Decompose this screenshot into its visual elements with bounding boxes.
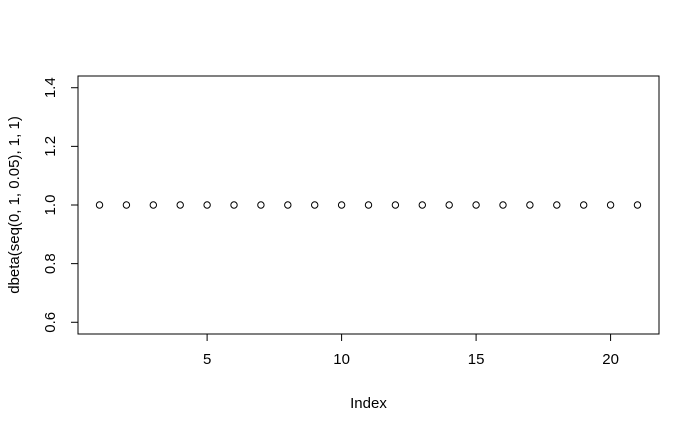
y-axis-label: dbeta(seq(0, 1, 0.05), 1, 1) — [6, 116, 23, 294]
data-point — [445, 201, 453, 209]
x-tick-label: 10 — [333, 351, 350, 368]
data-point — [95, 201, 104, 209]
data-point — [176, 201, 184, 209]
data-point — [284, 201, 292, 209]
data-point — [606, 201, 615, 209]
data-point — [257, 201, 265, 209]
data-point — [553, 201, 561, 209]
y-tick-label: 1.2 — [42, 136, 59, 157]
data-point — [337, 201, 346, 209]
data-point — [579, 201, 588, 209]
y-axis: 0.6 0.8 1.0 1.2 1.4 — [42, 77, 79, 333]
data-point — [391, 201, 400, 209]
data-point — [526, 201, 534, 209]
data-points — [95, 201, 642, 209]
x-tick-label: 5 — [203, 351, 211, 368]
data-point — [633, 201, 642, 209]
x-tick-label: 15 — [468, 351, 485, 368]
y-tick-label: 0.6 — [42, 312, 59, 333]
x-tick-label: 20 — [602, 351, 619, 368]
x-axis: 5 10 15 20 — [203, 333, 619, 368]
data-point — [230, 201, 238, 209]
data-point — [122, 201, 131, 209]
x-axis-label: Index — [350, 395, 387, 412]
data-point — [364, 201, 373, 209]
y-tick-label: 0.8 — [42, 253, 59, 274]
data-point — [472, 201, 480, 209]
y-tick-label: 1.4 — [42, 77, 59, 98]
y-tick-label: 1.0 — [42, 195, 59, 216]
data-point — [203, 201, 211, 209]
data-point — [418, 201, 426, 209]
data-point — [499, 201, 507, 209]
data-point — [149, 201, 158, 209]
data-point — [311, 201, 319, 209]
plot-frame — [77, 75, 660, 335]
